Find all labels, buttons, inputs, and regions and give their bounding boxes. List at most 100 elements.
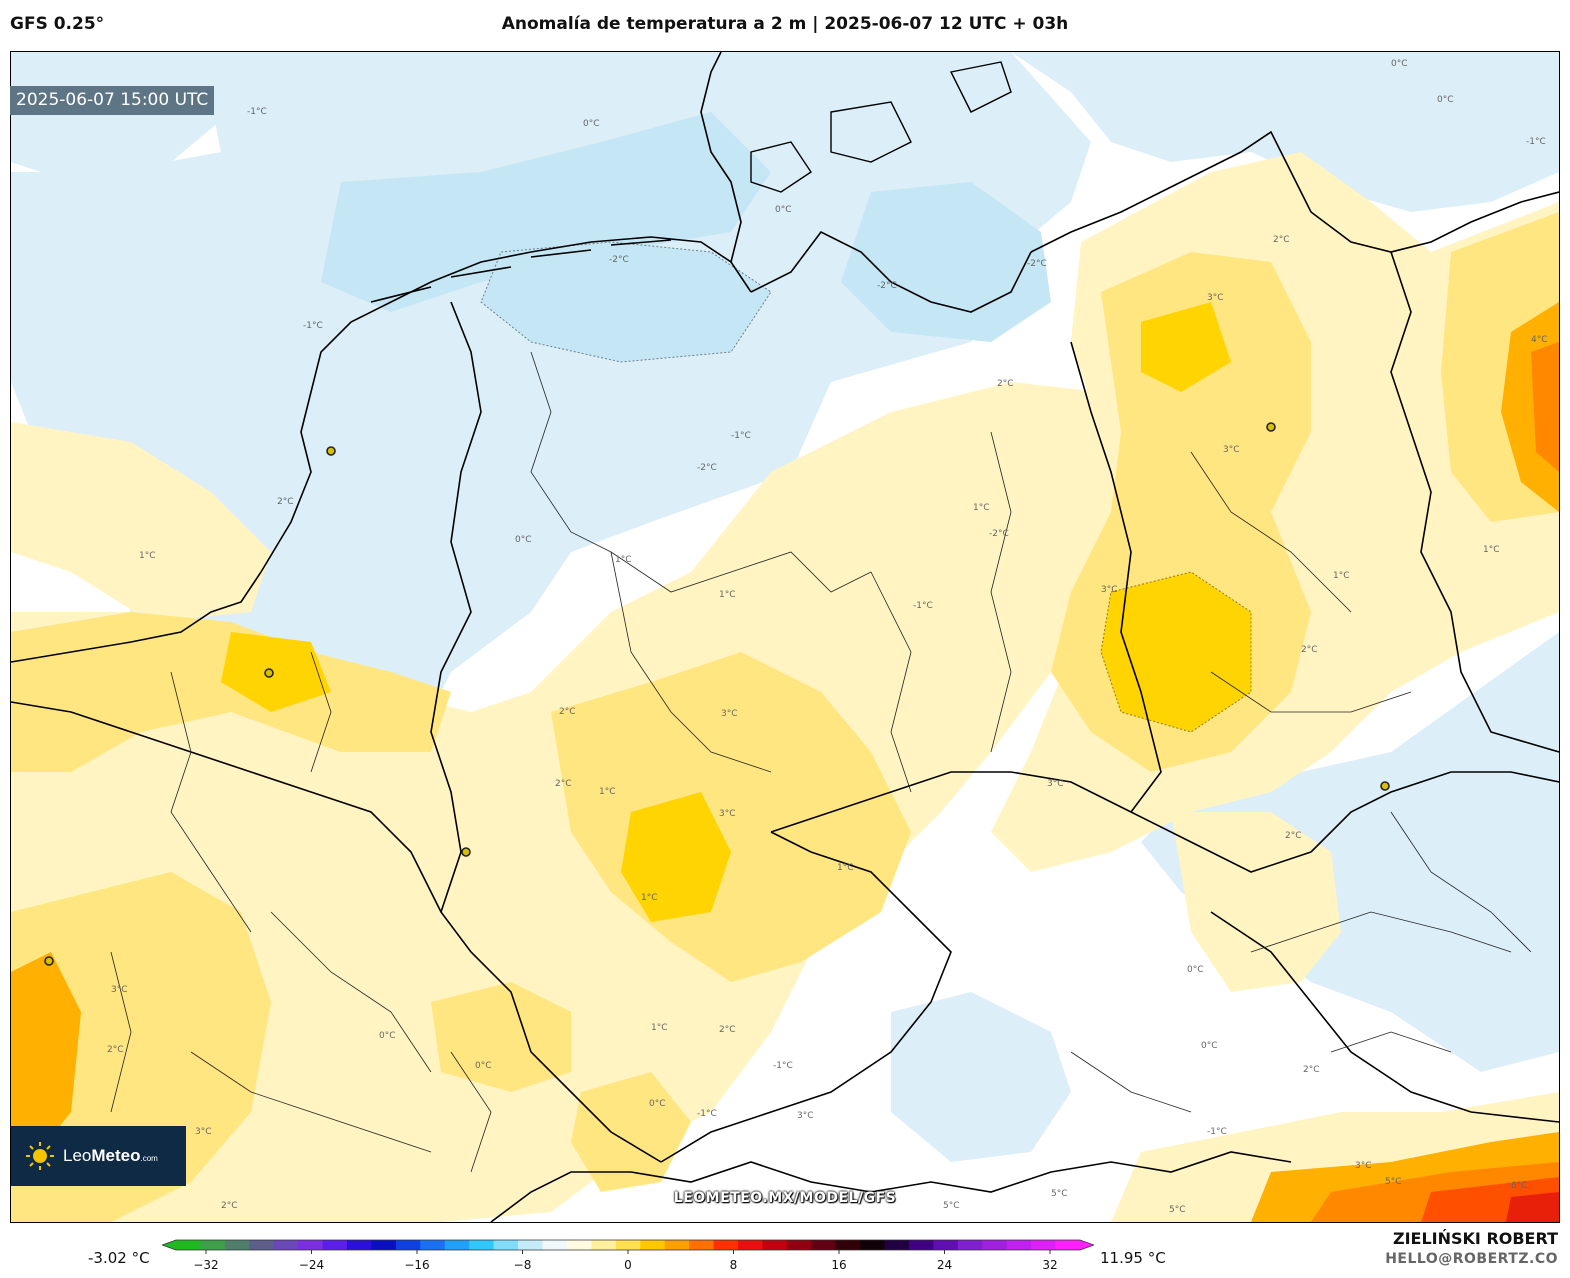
contour-label: 1°C [719, 590, 736, 600]
map-frame: 0°C -1°C 0°C 0°C -1°C 0°C -2°C -2°C -2°C… [10, 51, 1560, 1223]
contour-label: 2°C [107, 1045, 124, 1055]
color-scale-swatch [1055, 1240, 1081, 1250]
logo-prefix: Leo [63, 1146, 92, 1165]
contour-label: 2°C [559, 707, 576, 717]
color-scale-swatch [908, 1240, 935, 1250]
contour-label: -2°C [697, 463, 717, 473]
author-name: ZIELIŃSKI ROBERT [1392, 1229, 1558, 1248]
contour-label: -1°C [697, 1109, 717, 1119]
color-scale-swatch [835, 1240, 861, 1250]
coastline-denmark-islands [750, 61, 1012, 193]
color-scale-swatch [395, 1240, 421, 1250]
city-marker-luxembourg [461, 847, 471, 857]
contour-label: 2°C [997, 379, 1014, 389]
contour-label: 1°C [837, 863, 854, 873]
contour-label: -1°C [1526, 137, 1546, 147]
city-marker-paris [44, 956, 54, 966]
logo-bold: Meteo [91, 1146, 141, 1165]
anomaly-region-plus4-southwest [11, 952, 81, 1162]
border-poland-east [1390, 251, 1559, 753]
color-scale-bar: −32 −24 −16 −8 0 8 16 24 32 [162, 1239, 1094, 1272]
border-germany-czech [770, 771, 1312, 873]
color-scale-swatch [786, 1240, 812, 1250]
color-scale-swatch [1006, 1240, 1032, 1250]
color-scale-swatch [542, 1240, 568, 1250]
color-scale-swatch [860, 1240, 886, 1250]
contour-label: 3°C [1355, 1161, 1372, 1171]
color-scale-swatch [224, 1240, 250, 1250]
anomaly-region-plus5-east-edge [1531, 342, 1559, 472]
color-scale-swatch [811, 1240, 837, 1250]
color-scale-tick-label: −24 [299, 1258, 324, 1272]
contour-label: -2°C [609, 255, 629, 265]
border-germany-east [1070, 341, 1162, 813]
contour-label: 3°C [1207, 293, 1224, 303]
color-scale-swatch [762, 1240, 788, 1250]
logo-wordmark: LeoMeteo.com [63, 1146, 158, 1166]
contour-label: 2°C [719, 1025, 736, 1035]
color-scale-tick-label: 24 [937, 1258, 952, 1272]
color-scale-swatch [737, 1240, 763, 1250]
contour-line-plus3-poland [1100, 571, 1252, 733]
color-scale-swatch [713, 1240, 739, 1250]
color-scale-swatch [420, 1240, 446, 1250]
contour-label: 3°C [797, 1111, 814, 1121]
contour-label: 1°C [615, 555, 632, 565]
contour-label: 4°C [1531, 335, 1548, 345]
anomaly-region-minus2-north [321, 112, 771, 312]
color-scale-max-arrow [1080, 1240, 1094, 1250]
color-scale-swatch [884, 1240, 910, 1250]
color-scale-swatch [566, 1240, 592, 1250]
temperature-anomaly-map: 0°C -1°C 0°C 0°C -1°C 0°C -2°C -2°C -2°C… [11, 52, 1559, 1222]
color-scale-tick-label: 8 [730, 1258, 738, 1272]
color-scale-swatch [640, 1240, 666, 1250]
valid-time-badge: 2025-06-07 15:00 UTC [10, 86, 215, 115]
color-scale-swatch [371, 1240, 397, 1250]
contour-label: 0°C [475, 1061, 492, 1071]
contour-label: 3°C [721, 709, 738, 719]
coastline-north-sea [11, 236, 752, 663]
contour-label: 2°C [277, 497, 294, 507]
contour-label: -1°C [773, 1061, 793, 1071]
color-scale-swatch [469, 1240, 495, 1250]
color-scale-tick-label: 16 [831, 1258, 846, 1272]
anomaly-region-plus3-germany [621, 792, 731, 922]
coastline-baltic [1030, 130, 1559, 253]
logo-suffix: .com [140, 1154, 158, 1163]
border-france [11, 701, 442, 913]
anomaly-region-minus1-northwest [11, 52, 231, 182]
contour-label: 1°C [1333, 571, 1350, 581]
coastline-jutland [700, 52, 1032, 313]
border-germany-west [430, 301, 662, 1163]
city-markers [44, 422, 1390, 966]
legend-max-label: 11.95 °C [1100, 1249, 1166, 1267]
watermark-url: LEOMETEO.MX/MODEL/GFS [673, 1190, 897, 1206]
border-hungary [1210, 911, 1559, 1123]
color-scale-swatch [322, 1240, 348, 1250]
contour-label: 5°C [1385, 1177, 1402, 1187]
contour-label: 0°C [1391, 59, 1408, 69]
anomaly-region-minus1-south [891, 992, 1071, 1162]
anomaly-region-plus2-west [11, 612, 451, 772]
anomaly-region-plus3-poland [1141, 302, 1231, 392]
contour-label: -1°C [247, 107, 267, 117]
city-marker-bratislava [1380, 781, 1390, 791]
map-title: Anomalía de temperatura a 2 m | 2025-06-… [501, 14, 1069, 34]
anomaly-region-minus1-east [1141, 632, 1559, 1072]
color-scale-tick-label: −8 [514, 1258, 532, 1272]
contour-label: 0°C [379, 1031, 396, 1041]
color-scale-tick-label: −32 [193, 1258, 218, 1272]
contour-label: 0°C [649, 1099, 666, 1109]
contour-label: 0°C [775, 205, 792, 215]
border-germany-austria [660, 831, 952, 1163]
color-scale-swatch [347, 1240, 373, 1250]
contour-label: 3°C [1101, 585, 1118, 595]
anomaly-region-plus3-belgium [221, 632, 331, 712]
contour-label: -1°C [913, 601, 933, 611]
contour-label: 2°C [1273, 235, 1290, 245]
author-email: HELLO@ROBERTZ.CO [1385, 1251, 1558, 1267]
color-scale-tick-label: 32 [1042, 1258, 1057, 1272]
color-scale-swatch [664, 1240, 690, 1250]
color-scale-tick-label: −16 [404, 1258, 429, 1272]
anomaly-region-minus1-baltic [1011, 52, 1559, 212]
